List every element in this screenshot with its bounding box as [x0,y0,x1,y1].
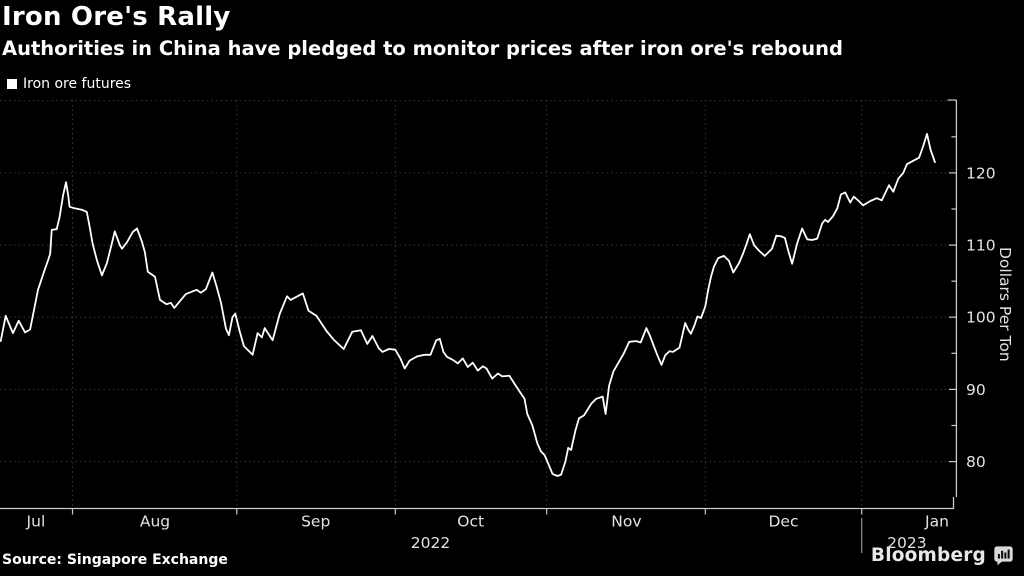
legend-marker-square [7,79,17,89]
page-title: Iron Ore's Rally [2,2,231,32]
month-label-Aug: Aug [140,513,170,531]
bloomberg-wordmark: Bloomberg [870,545,986,566]
bar-1 [997,553,1000,559]
month-label-Oct: Oct [457,513,484,531]
month-label-Nov: Nov [611,513,641,531]
y-tick-label-100: 100 [966,309,996,327]
price-line [0,132,936,477]
y-tick-label-110: 110 [966,237,996,255]
month-label-Jul: Jul [26,513,46,531]
bar-2 [1001,550,1004,559]
y-tick-label-90: 90 [966,381,986,399]
legend-label: Iron ore futures [23,76,132,92]
bloomberg-branding: Bloomberg [871,545,1014,566]
bloomberg-chart-bubble-icon [994,546,1013,566]
y-axis-title: Dollars Per Ton [996,247,1014,362]
y-tick-label-80: 80 [966,453,986,471]
x-axis-line [0,497,955,510]
bar-4 [1007,549,1010,559]
legend: Iron ore futures [7,76,131,92]
month-label-Sep: Sep [301,513,330,531]
chart-subtitle: Authorities in China have pledged to mon… [2,37,843,60]
bubble-shape [994,546,1013,566]
month-label-Dec: Dec [769,513,799,531]
year-label-2022: 2022 [411,534,450,552]
y-tick-label-120: 120 [966,164,996,182]
bar-3 [1004,552,1007,559]
month-label-Jan: Jan [924,513,949,531]
year-label-2023: 2023 [887,534,926,552]
source-attribution: Source: Singapore Exchange [2,552,228,568]
